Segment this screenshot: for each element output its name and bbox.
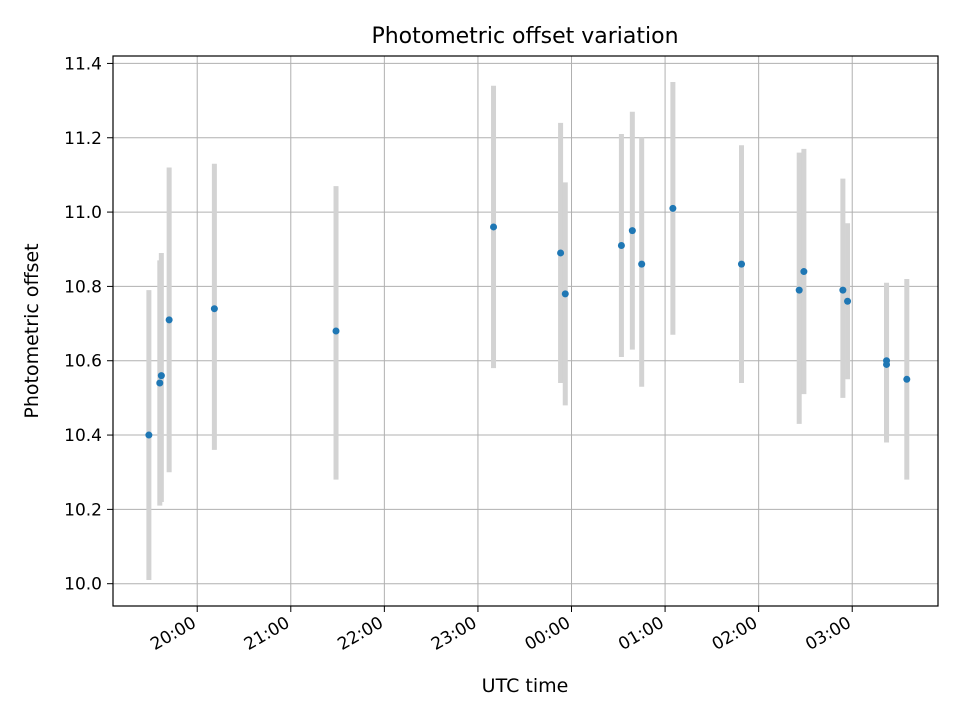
data-point [157, 372, 165, 380]
data-point [557, 249, 565, 257]
point-layer [145, 204, 911, 439]
data-point [903, 375, 911, 383]
data-point [156, 379, 164, 387]
grid-layer [113, 56, 938, 606]
y-axis-label: Photometric offset [21, 243, 43, 418]
y-tick-label: 10.6 [64, 352, 102, 372]
data-point [669, 204, 677, 212]
data-point [844, 297, 852, 305]
data-point [210, 305, 218, 313]
data-point [883, 360, 891, 368]
y-tick-label: 11.2 [64, 129, 102, 149]
data-point [490, 223, 498, 231]
data-point [638, 260, 646, 268]
x-tick-label: 22:00 [334, 613, 386, 655]
y-tick-label: 10.8 [64, 277, 102, 297]
x-tick-label: 01:00 [615, 613, 667, 655]
y-tick-label: 10.4 [64, 426, 102, 446]
data-point [839, 286, 847, 294]
x-tick-label: 20:00 [147, 613, 199, 655]
y-tick-label: 10.0 [64, 575, 102, 595]
x-tick-label: 03:00 [802, 613, 854, 655]
data-point [617, 242, 625, 250]
data-point [628, 227, 636, 235]
tick-layer: 10.0 10.2 10.4 10.6 10.8 11.0 11.2 11.4 20:00 21:… [64, 54, 855, 654]
data-point [145, 431, 153, 439]
chart-title: Photometric offset variation [371, 24, 678, 49]
x-tick-label: 00:00 [522, 613, 574, 655]
y-tick-label: 10.2 [64, 500, 102, 520]
errorbar-layer [146, 82, 910, 580]
data-point [165, 316, 173, 324]
data-point [800, 268, 808, 276]
y-tick-label: 11.0 [64, 203, 102, 223]
x-tick-label: 21:00 [241, 613, 293, 655]
data-point [737, 260, 745, 268]
plot-frame [112, 55, 939, 607]
data-point [332, 327, 340, 335]
data-point [795, 286, 803, 294]
y-tick-label: 11.4 [64, 54, 102, 74]
data-point [561, 290, 569, 298]
x-tick-label: 23:00 [428, 613, 480, 655]
x-tick-label: 02:00 [709, 613, 761, 655]
x-axis-label: UTC time [482, 675, 569, 697]
